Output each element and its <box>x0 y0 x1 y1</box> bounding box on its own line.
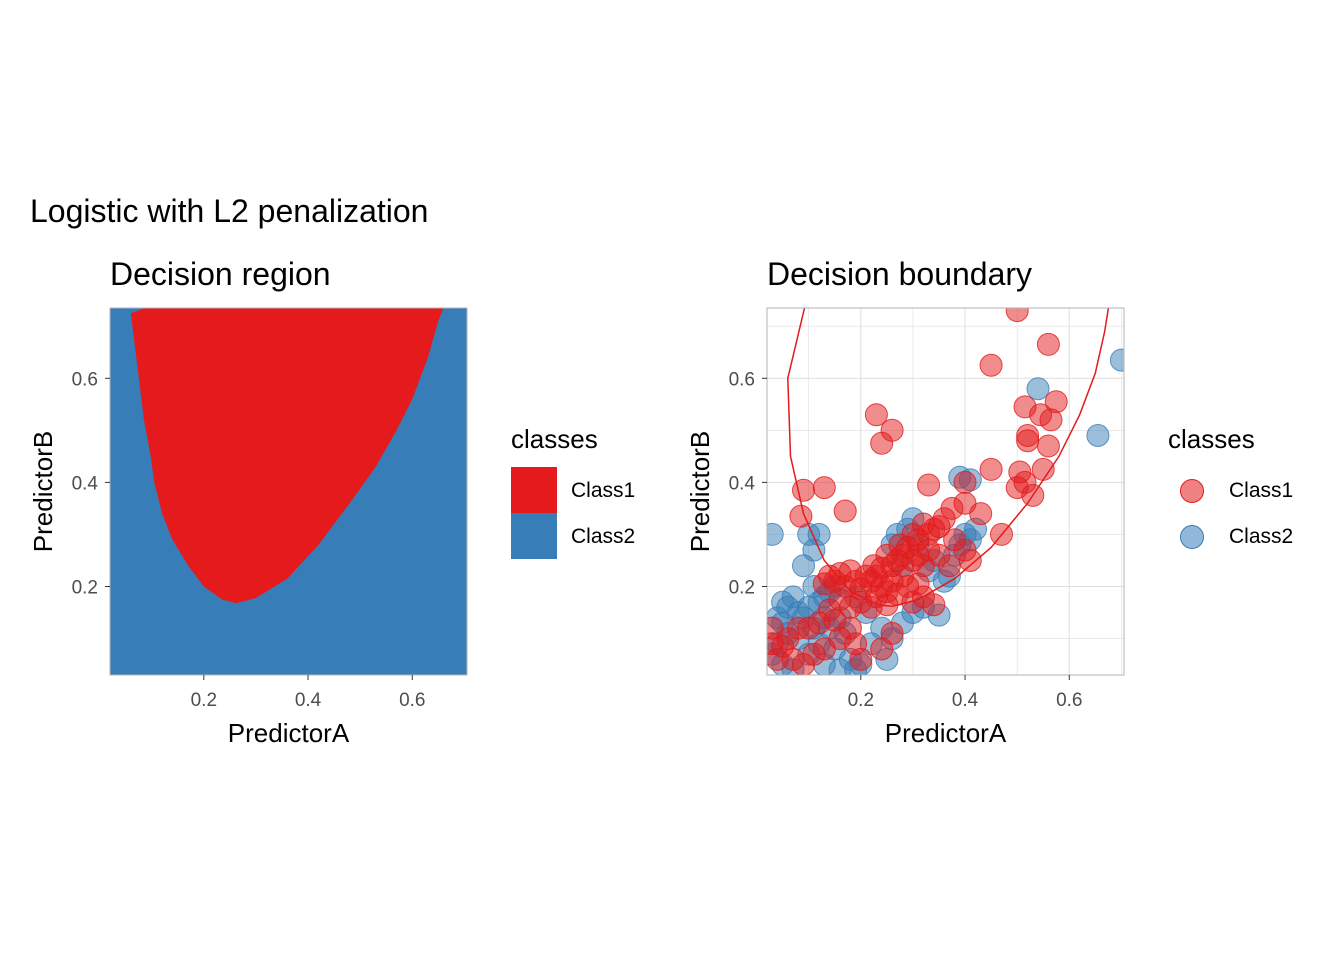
point-class1 <box>1036 434 1060 458</box>
point-class1 <box>917 473 941 497</box>
point-class2 <box>1026 377 1050 401</box>
point-class1 <box>844 632 868 656</box>
legend-title-left: classes <box>511 424 598 454</box>
point-class1 <box>979 457 1003 481</box>
point-class1 <box>1036 332 1060 356</box>
right-y-axis-title: PredictorB <box>685 431 715 552</box>
point-class1 <box>958 549 982 572</box>
point-class1 <box>1016 424 1040 447</box>
point-class1 <box>901 590 925 614</box>
left-x-axis-title: PredictorA <box>228 718 350 748</box>
point-class1 <box>812 572 836 596</box>
right-y-tick-label: 0.6 <box>729 369 755 390</box>
legend-label-class1-left: Class1 <box>571 479 636 502</box>
region-class1 <box>130 308 444 604</box>
left-y-tick-label: 0.6 <box>72 369 98 390</box>
legend-key-class1-dot <box>1180 479 1204 503</box>
decision-region-panel: 0.2 0.4 0.6 0.2 0.4 0.6 PredictorA PredictorB <box>28 307 468 748</box>
legend-label-class2-left: Class2 <box>571 525 636 548</box>
right-x-tick-label: 0.2 <box>848 690 874 711</box>
point-class2 <box>1086 424 1110 447</box>
legend-key-class1-fill <box>511 467 557 513</box>
panel-border-left <box>109 307 468 676</box>
legend-title-right: classes <box>1168 424 1255 454</box>
left-y-tick-label: 0.2 <box>72 578 98 599</box>
legend-key-class2-dot <box>1180 525 1204 549</box>
left-x-tick-label: 0.4 <box>295 690 322 711</box>
point-class2 <box>767 522 784 546</box>
point-class1 <box>953 470 977 494</box>
panel-title-left: Decision region <box>110 256 331 292</box>
point-class1 <box>812 476 836 500</box>
left-y-axis-title: PredictorB <box>28 431 58 552</box>
point-class1 <box>864 403 888 427</box>
point-class2 <box>792 554 815 578</box>
scatter-points <box>767 308 1124 675</box>
point-class2 <box>1109 348 1124 372</box>
right-x-axis-title: PredictorA <box>885 718 1007 748</box>
main-title: Logistic with L2 penalization <box>30 193 429 229</box>
left-y-tick-label: 0.4 <box>72 473 99 494</box>
decision-boundary-panel: 0.2 0.4 0.6 0.2 0.4 0.6 PredictorA PredictorB <box>685 307 1125 748</box>
point-class1 <box>812 637 836 661</box>
panel-title-right: Decision boundary <box>767 256 1033 292</box>
point-class1 <box>823 608 847 632</box>
legend-label-class1-right: Class1 <box>1229 479 1294 502</box>
legend-label-class2-right: Class2 <box>1229 525 1294 548</box>
right-x-tick-label: 0.4 <box>952 690 979 711</box>
point-class1 <box>833 499 857 523</box>
right-x-tick-label: 0.6 <box>1056 690 1082 711</box>
point-class1 <box>1005 308 1029 323</box>
right-y-tick-label: 0.2 <box>729 578 755 599</box>
point-class1 <box>781 647 805 671</box>
right-y-tick-label: 0.4 <box>729 473 756 494</box>
point-class1 <box>870 431 894 455</box>
point-class1 <box>880 621 904 645</box>
decision-boundary-line <box>787 308 1110 608</box>
point-class2 <box>771 590 795 614</box>
point-class1 <box>922 593 946 617</box>
left-x-tick-label: 0.6 <box>399 690 425 711</box>
left-x-tick-label: 0.2 <box>191 690 217 711</box>
point-class1 <box>937 554 961 578</box>
point-class1 <box>1039 408 1063 432</box>
point-class1 <box>979 353 1003 377</box>
legend-key-class2-fill <box>511 513 557 559</box>
point-class1 <box>767 632 784 656</box>
panel-border-right <box>766 307 1125 676</box>
